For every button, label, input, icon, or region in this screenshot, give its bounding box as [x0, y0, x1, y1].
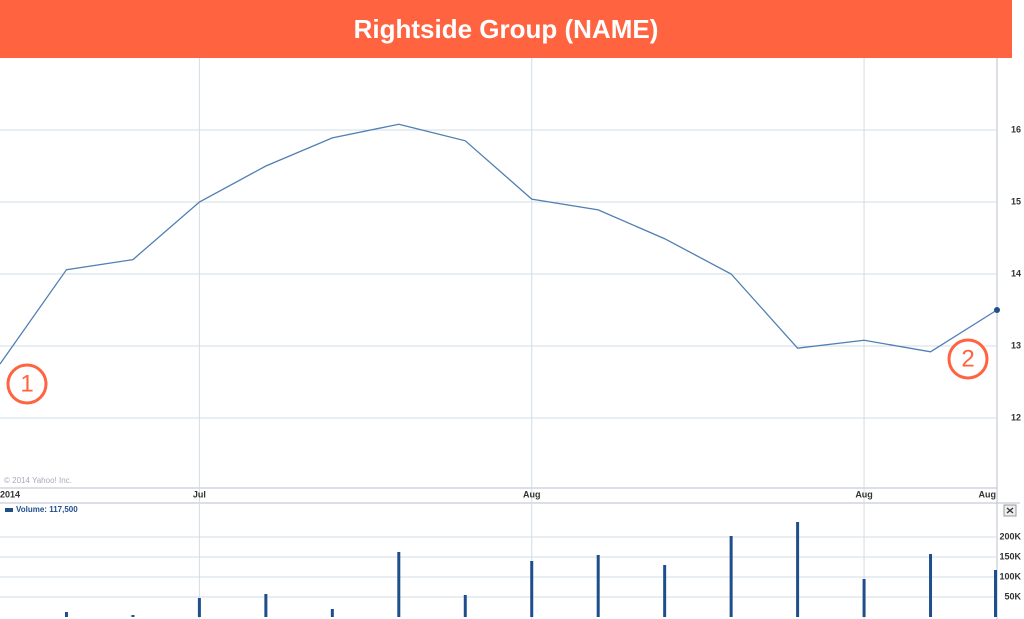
x-tick-label: Aug [979, 489, 997, 499]
volume-bar [397, 552, 401, 617]
annotation-label: 1 [20, 370, 33, 397]
legend-label: Volume: 117,500 [16, 505, 78, 514]
volume-bar [663, 565, 667, 617]
volume-bar [330, 609, 334, 617]
watermark: © 2014 Yahoo! Inc. [4, 476, 72, 485]
y-tick-label: 50K [1004, 591, 1021, 601]
y-tick-label: 15 [1011, 196, 1021, 206]
volume-bar [796, 522, 800, 617]
x-tick-label: 2014 [0, 489, 20, 499]
volume-bar [596, 555, 600, 617]
annotation-label: 2 [961, 345, 974, 372]
volume-bar [463, 595, 467, 617]
volume-bar [994, 570, 997, 617]
y-tick-label: 150K [999, 551, 1021, 561]
chart-title: Rightside Group (NAME) [354, 14, 659, 44]
annotation-circle [6, 363, 48, 405]
x-tick-label: Aug [855, 489, 873, 499]
volume-bar [929, 554, 933, 617]
close-button[interactable] [1003, 504, 1017, 517]
y-tick-label: 14 [1011, 268, 1021, 278]
y-tick-label: 200K [999, 531, 1021, 541]
annotation-circle [947, 338, 989, 380]
volume-bar [64, 612, 68, 617]
x-tick-label: Aug [523, 489, 541, 499]
last-point [994, 307, 1000, 313]
x-tick-label: Jul [193, 489, 206, 499]
close-icon[interactable] [1006, 507, 1014, 514]
volume-bar [862, 579, 866, 617]
y-tick-label: 100K [999, 571, 1021, 581]
y-tick-label: 12 [1011, 412, 1021, 422]
volume-bar [264, 594, 268, 617]
volume-bar [530, 561, 534, 617]
legend-swatch [5, 508, 13, 512]
volume-bar [131, 615, 135, 617]
volume-bar [197, 598, 201, 617]
title-bar [0, 0, 1012, 58]
y-tick-label: 16 [1011, 124, 1021, 134]
price-line [0, 123, 998, 365]
volume-bar [729, 536, 733, 617]
y-tick-label: 13 [1011, 340, 1021, 350]
